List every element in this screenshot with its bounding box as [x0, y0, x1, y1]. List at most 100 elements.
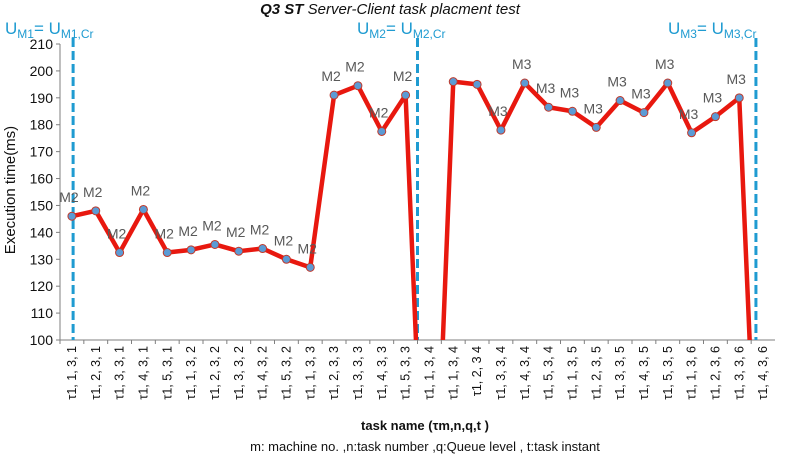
data-point [186, 245, 196, 255]
x-tick-label: τ1, 2, 3 4 [470, 346, 484, 396]
data-point [67, 211, 77, 221]
x-tick-label: τ1, 4, 3, 1 [136, 346, 150, 400]
point-label: M3 [655, 56, 675, 72]
data-point [162, 248, 172, 258]
x-tick-label: τ1, 1, 3, 6 [685, 346, 699, 400]
x-tick-label: τ1, 4, 3, 4 [518, 346, 532, 400]
data-point [591, 122, 601, 132]
x-tick-label: τ1, 1, 3, 5 [565, 346, 579, 400]
y-tick-label: 140 [30, 224, 54, 240]
data-point [305, 262, 315, 272]
threshold-label: UM2= UM2,Cr [357, 19, 446, 41]
y-tick-label: 110 [31, 305, 54, 321]
data-point [496, 125, 506, 135]
data-point [734, 93, 744, 103]
chart-title-bold: Q3 ST [260, 1, 305, 18]
x-tick-label: τ1, 3, 3, 3 [351, 346, 365, 400]
point-label: M3 [488, 103, 508, 119]
chart-title: Q3 ST Server-Client task placment test [260, 1, 521, 18]
x-tick-label: τ1, 2, 3, 3 [327, 346, 341, 400]
point-label: M2 [202, 217, 222, 233]
data-point [520, 78, 530, 88]
point-label: M3 [679, 106, 699, 122]
series-line [440, 79, 752, 340]
x-tick-label: τ1, 3, 3, 2 [232, 346, 246, 400]
point-label: M2 [345, 59, 365, 75]
data-point [329, 90, 339, 100]
x-tick-label: τ1, 4, 3, 5 [637, 346, 651, 400]
x-tick-label: τ1, 3, 3, 6 [732, 346, 746, 400]
data-point [138, 204, 148, 214]
y-tick-label: 120 [30, 278, 54, 294]
x-tick-label: τ1, 2, 3, 6 [708, 346, 722, 400]
y-tick-label: 170 [30, 144, 54, 160]
data-point [234, 246, 244, 256]
point-label: M3 [512, 56, 532, 72]
x-tick-label: τ1, 4, 3, 3 [375, 346, 389, 400]
data-point [258, 244, 268, 254]
point-label: M3 [631, 86, 651, 102]
data-point [115, 248, 125, 258]
x-tick-label: τ1, 3, 3, 4 [494, 346, 508, 400]
y-tick-label: 100 [30, 332, 54, 348]
y-tick-label: 190 [30, 90, 54, 106]
x-tick-label: τ1, 4, 3, 6 [756, 346, 770, 400]
point-label: M2 [155, 226, 175, 242]
data-point [448, 77, 458, 87]
y-tick-label: 150 [30, 197, 54, 213]
point-label: M2 [107, 226, 127, 242]
point-label: M3 [560, 84, 580, 100]
data-point [567, 106, 577, 116]
x-tick-label: τ1, 1, 3, 1 [65, 346, 79, 400]
x-tick-label: τ1, 4, 3, 2 [256, 346, 270, 400]
data-point [377, 126, 387, 136]
point-label: M2 [393, 68, 413, 84]
point-label: M2 [369, 104, 389, 120]
x-tick-label: τ1, 2, 3, 1 [89, 346, 103, 400]
point-label: M2 [59, 189, 79, 205]
data-point [401, 90, 411, 100]
y-tick-label: 160 [30, 171, 54, 187]
data-point [91, 206, 101, 216]
point-label: M2 [131, 182, 151, 198]
point-label: M3 [536, 80, 556, 96]
y-tick-label: 200 [30, 63, 54, 79]
data-point [663, 78, 673, 88]
data-point [353, 81, 363, 91]
x-axis-label: task name (τm,n,q,t ) [361, 418, 489, 433]
data-point [472, 79, 482, 89]
threshold-label: UM3= UM3,Cr [668, 19, 757, 41]
point-label: M3 [727, 71, 747, 87]
data-point [281, 254, 291, 264]
y-tick-label: 180 [30, 117, 54, 133]
x-tick-label: τ1, 1, 3, 2 [184, 346, 198, 400]
data-point [639, 108, 649, 118]
data-point [210, 239, 220, 249]
data-point [687, 128, 697, 138]
x-tick-label: τ1, 1, 3, 4 [422, 346, 436, 400]
x-tick-label: τ1, 5, 3, 3 [399, 346, 413, 400]
x-tick-label: τ1, 5, 3, 2 [279, 346, 293, 400]
footnote: m: machine no. ,n:task number ,q:Queue l… [250, 439, 600, 454]
x-tick-label: τ1, 3, 3, 1 [113, 346, 127, 400]
y-axis-label: Execution time(ms) [2, 126, 19, 254]
chart-title-rest: Server-Client task placment test [303, 1, 520, 18]
point-label: M2 [321, 68, 341, 84]
point-label: M2 [83, 184, 103, 200]
x-tick-label: τ1, 2, 3, 5 [589, 346, 603, 400]
threshold-label: UM1= UM1,Cr [5, 19, 94, 41]
point-label: M2 [274, 232, 294, 248]
point-label: M2 [298, 240, 318, 256]
series-line [71, 83, 419, 340]
x-tick-label: τ1, 5, 3, 1 [160, 346, 174, 400]
x-tick-label: τ1, 1, 3, 4 [446, 346, 460, 400]
point-label: M2 [226, 224, 246, 240]
data-point [544, 102, 554, 112]
x-tick-label: τ1, 2, 3, 2 [208, 346, 222, 400]
point-label: M2 [250, 222, 270, 238]
point-label: M3 [703, 90, 723, 106]
x-tick-label: τ1, 3, 3, 5 [613, 346, 627, 400]
point-label: M3 [607, 74, 627, 90]
y-tick-label: 210 [30, 36, 54, 52]
